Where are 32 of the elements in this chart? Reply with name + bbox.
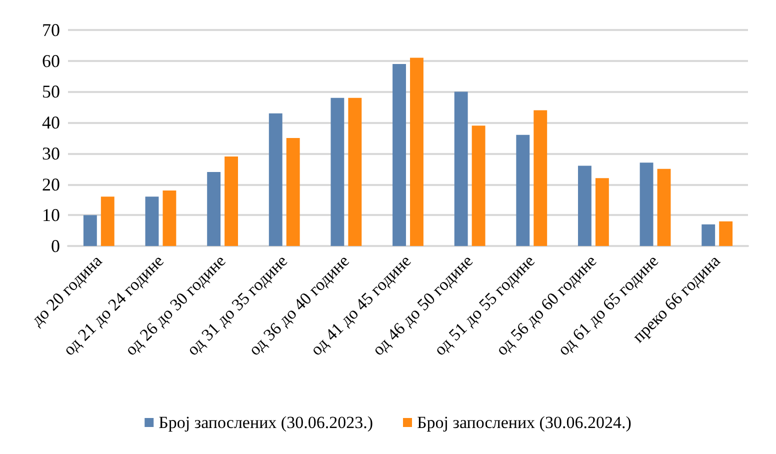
bar: [100, 196, 114, 246]
bar: [454, 92, 468, 246]
bar: [83, 215, 97, 246]
bar: [516, 134, 530, 246]
y-tick-label: 10: [42, 205, 60, 226]
legend-label: Број запослених (30.06.2024.): [417, 413, 632, 432]
bar: [410, 58, 424, 246]
bar: [392, 64, 406, 246]
bar: [224, 156, 238, 246]
bar: [578, 166, 592, 246]
bar: [162, 190, 176, 246]
y-tick-label: 70: [42, 20, 60, 40]
bar: [348, 98, 362, 246]
bar: [472, 126, 486, 246]
bar: [207, 172, 221, 246]
y-tick-label: 20: [42, 174, 60, 194]
bar: [330, 98, 344, 246]
y-tick-label: 0: [51, 236, 60, 256]
y-tick-label: 30: [42, 143, 60, 164]
bar: [657, 168, 671, 246]
bar: [595, 178, 609, 246]
y-tick-label: 40: [42, 112, 60, 133]
y-tick-label: 60: [42, 50, 60, 71]
bar: [702, 224, 716, 246]
bar: [534, 110, 548, 246]
bar: [145, 196, 159, 246]
bar: [268, 113, 282, 246]
legend-label: Број запослених (30.06.2023.): [158, 413, 374, 432]
bar: [286, 138, 300, 246]
bar: [719, 221, 733, 246]
y-tick-label: 50: [42, 82, 60, 102]
bar: [640, 162, 654, 246]
